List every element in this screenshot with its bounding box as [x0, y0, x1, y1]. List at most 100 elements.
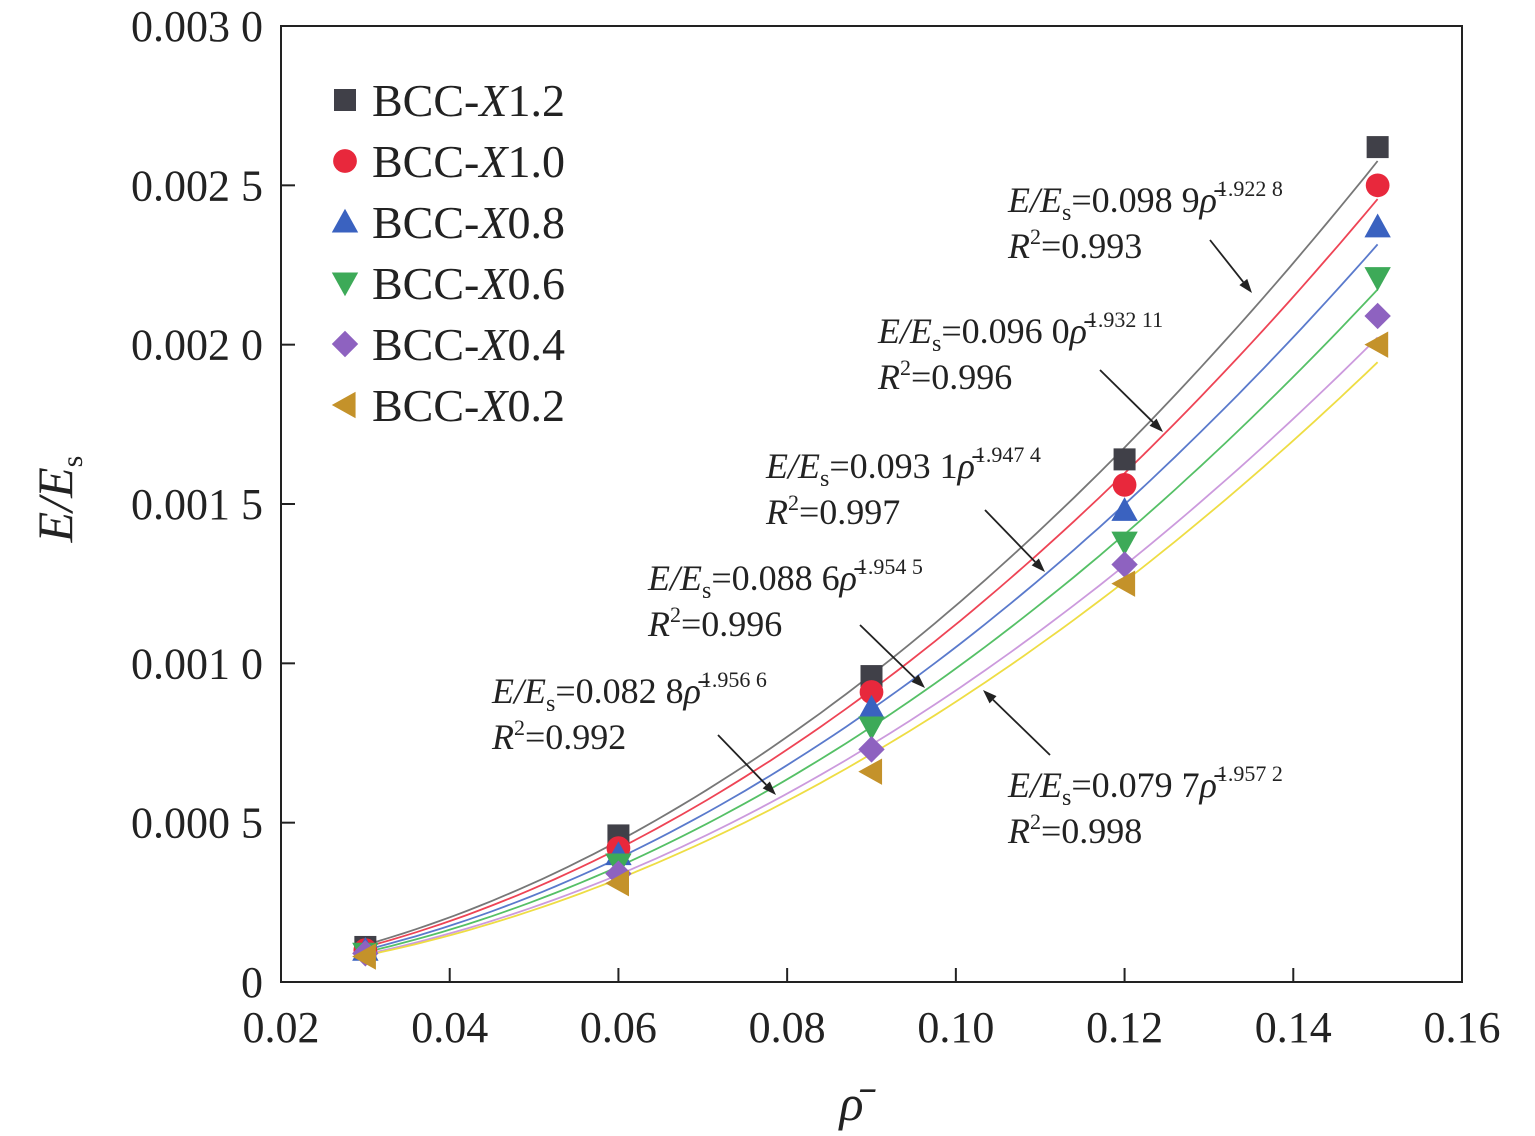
legend-label-suffix: 0.6: [507, 258, 565, 309]
eq-exponent: 1.932 11: [1087, 307, 1163, 332]
x-tick-label: 0.16: [1424, 1003, 1501, 1052]
r-squared-5: R2=0.998: [1007, 809, 1142, 851]
eq-lhs-sub: s: [1062, 200, 1071, 226]
r-squared-4: R2=0.992: [491, 715, 626, 757]
data-point-s5-0: [352, 943, 376, 970]
legend: BCC-X1.2BCC-X1.0BCC-X0.8BCC-X0.6BCC-X0.4…: [331, 75, 565, 431]
y-tick-label: 0.000 5: [131, 799, 263, 848]
r2-label: R: [765, 492, 788, 532]
eq-exponent: 1.922 8: [1217, 176, 1283, 201]
legend-marker-3: [331, 272, 359, 297]
x-tick-label: 0.08: [749, 1003, 826, 1052]
eq-lhs: E/E: [491, 671, 546, 711]
fit-equation-3: E/Es=0.088 6ρ̄1.954 5: [647, 554, 923, 604]
fit-equation-5: E/Es=0.079 7ρ̄1.957 2: [1007, 761, 1283, 811]
data-point-s1-3: [1112, 473, 1137, 497]
legend-label-prefix: BCC-: [372, 258, 479, 309]
x-tick-label: 0.10: [917, 1003, 994, 1052]
data-point-s5-3: [1111, 570, 1136, 597]
data-points: [352, 136, 1391, 970]
r2-sup: 2: [1030, 809, 1041, 834]
annotation-arrow-4: [717, 734, 767, 786]
annotation-arrow-0: [1209, 239, 1245, 283]
eq-lhs-sub: s: [1062, 785, 1071, 811]
y-tick-label: 0: [241, 958, 263, 1007]
data-point-s2-3: [1111, 497, 1138, 521]
legend-label-suffix: 0.8: [507, 197, 565, 248]
eq-coef: =0.088 6: [711, 558, 839, 598]
y-tick-label: 0.003 0: [131, 2, 263, 51]
y-tick-label: 0.002 5: [131, 161, 263, 210]
data-point-s2-4: [1364, 213, 1391, 238]
r2-sup: 2: [788, 490, 799, 515]
r-squared-0: R2=0.993: [1007, 224, 1142, 266]
annotation-arrowhead-5: [983, 690, 997, 704]
legend-label-prefix: BCC-: [372, 319, 479, 370]
r2-value: =0.997: [799, 492, 900, 532]
data-point-s0-3: [1113, 448, 1136, 471]
legend-label-4: BCC-X0.4: [372, 319, 565, 370]
legend-label-italic: X: [477, 136, 509, 187]
legend-label-0: BCC-X1.2: [372, 75, 565, 126]
eq-exponent: 1.956 6: [701, 667, 767, 692]
data-point-s4-4: [1364, 302, 1391, 330]
r2-sup: 2: [514, 715, 525, 740]
fit-equation-0: E/Es=0.098 9ρ̄1.922 8: [1007, 176, 1283, 226]
x-tick-label: 0.02: [243, 1003, 320, 1052]
x-tick-label: 0.14: [1255, 1003, 1332, 1052]
fit-equation-1: E/Es=0.096 0ρ̄1.932 11: [877, 307, 1163, 357]
legend-label-suffix: 0.2: [507, 380, 565, 431]
r2-label: R: [1007, 226, 1030, 266]
r2-value: =0.992: [525, 717, 626, 757]
legend-label-5: BCC-X0.2: [372, 380, 565, 431]
legend-marker-0: [334, 89, 356, 111]
annotation-arrow-3: [859, 624, 916, 679]
legend-label-italic: X: [477, 380, 509, 431]
eq-exponent: 1.957 2: [1217, 761, 1283, 786]
y-tick-label: 0.001 5: [131, 480, 263, 529]
legend-label-prefix: BCC-: [372, 75, 479, 126]
legend-label-suffix: 1.2: [507, 75, 565, 126]
eq-lhs: E/E: [1007, 180, 1062, 220]
legend-label-prefix: BCC-: [372, 136, 479, 187]
y-axis-title-main: E/E: [27, 467, 83, 543]
data-point-s4-3: [1111, 551, 1138, 578]
data-point-s5-2: [858, 758, 883, 785]
y-tick-label: 0.002 0: [131, 321, 263, 370]
r2-label: R: [491, 717, 514, 757]
x-tick-label: 0.06: [580, 1003, 657, 1052]
eq-lhs-sub: s: [702, 578, 711, 604]
annotation-arrowhead-1: [1149, 418, 1163, 432]
eq-lhs: E/E: [1007, 765, 1062, 805]
legend-label-3: BCC-X0.6: [372, 258, 565, 309]
data-point-s5-4: [1364, 331, 1389, 358]
eq-coef: =0.096 0: [941, 311, 1069, 351]
legend-label-prefix: BCC-: [372, 197, 479, 248]
legend-marker-1: [333, 149, 357, 173]
r2-sup: 2: [1030, 224, 1041, 249]
annotation-arrowhead-0: [1239, 278, 1252, 293]
y-tick-label: 0.001 0: [131, 639, 263, 688]
eq-lhs: E/E: [877, 311, 932, 351]
annotation-arrow-1: [1099, 369, 1154, 423]
legend-label-1: BCC-X1.0: [372, 136, 565, 187]
r2-label: R: [877, 357, 900, 397]
eq-lhs-sub: s: [546, 691, 555, 717]
legend-marker-2: [331, 208, 359, 233]
legend-label-suffix: 1.0: [507, 136, 565, 187]
r2-value: =0.996: [681, 604, 782, 644]
y-axis-title-sub: s: [56, 456, 89, 468]
annotation-arrow-2: [984, 509, 1036, 563]
eq-coef: =0.098 9: [1071, 180, 1199, 220]
r2-label: R: [1007, 811, 1030, 851]
eq-lhs-sub: s: [932, 331, 941, 357]
legend-label-suffix: 0.4: [507, 319, 565, 370]
annotation-arrowhead-3: [911, 674, 925, 688]
fit-equation-4: E/Es=0.082 8ρ̄1.956 6: [491, 667, 767, 717]
legend-marker-5: [331, 391, 356, 419]
legend-label-2: BCC-X0.8: [372, 197, 565, 248]
annotation-arrowhead-4: [762, 781, 776, 795]
data-point-s1-4: [1365, 173, 1390, 198]
r2-sup: 2: [670, 602, 681, 627]
